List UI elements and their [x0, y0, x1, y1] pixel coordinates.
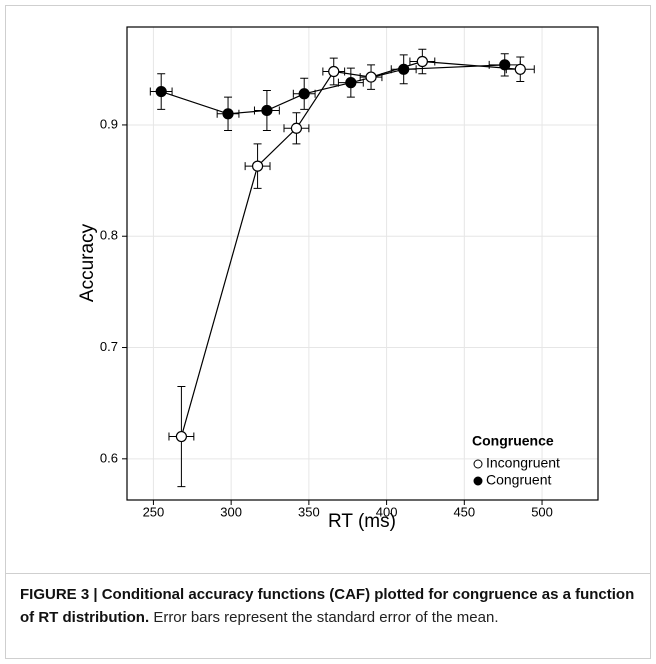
- data-point: [222, 108, 234, 120]
- x-tick-label: 300: [220, 504, 242, 519]
- caption: FIGURE 3 | Conditional accuracy function…: [20, 583, 640, 629]
- plot-frame: [126, 26, 599, 501]
- caption-text: Error bars represent the standard error …: [153, 609, 499, 626]
- y-tick-label: 0.6: [100, 450, 118, 465]
- data-point: [155, 85, 167, 98]
- data-point: [416, 55, 428, 68]
- y-tick-label: 0.9: [100, 116, 118, 131]
- legend-label: Congruent: [486, 472, 551, 488]
- data-point: [298, 88, 310, 100]
- data-point: [398, 63, 410, 75]
- data-point: [175, 430, 188, 443]
- data-point: [499, 59, 511, 71]
- data-point: [345, 77, 357, 89]
- legend-marker: [473, 476, 483, 486]
- y-tick-label: 0.8: [100, 228, 118, 243]
- x-tick-label: 450: [453, 504, 475, 519]
- figure-border: [5, 5, 651, 659]
- x-tick-label: 250: [143, 504, 165, 519]
- y-axis-label: Accuracy: [77, 223, 98, 302]
- data-point: [261, 104, 273, 117]
- data-point: [328, 65, 340, 78]
- legend-title: Congruence: [472, 433, 554, 449]
- legend-marker: [473, 459, 483, 469]
- series-line: [180, 60, 521, 437]
- data-point: [251, 160, 264, 172]
- x-tick-label: 500: [531, 504, 553, 519]
- data-point: [365, 71, 377, 83]
- x-tick-label: 400: [376, 504, 398, 519]
- legend-label: Incongruent: [486, 455, 560, 471]
- y-tick-label: 0.7: [100, 339, 118, 354]
- caption-label: FIGURE 3 | Conditional accuracy function…: [20, 586, 635, 626]
- x-tick-label: 350: [298, 504, 320, 519]
- x-axis-label: RT (ms): [328, 511, 396, 532]
- data-point: [290, 122, 303, 134]
- data-point: [514, 63, 526, 75]
